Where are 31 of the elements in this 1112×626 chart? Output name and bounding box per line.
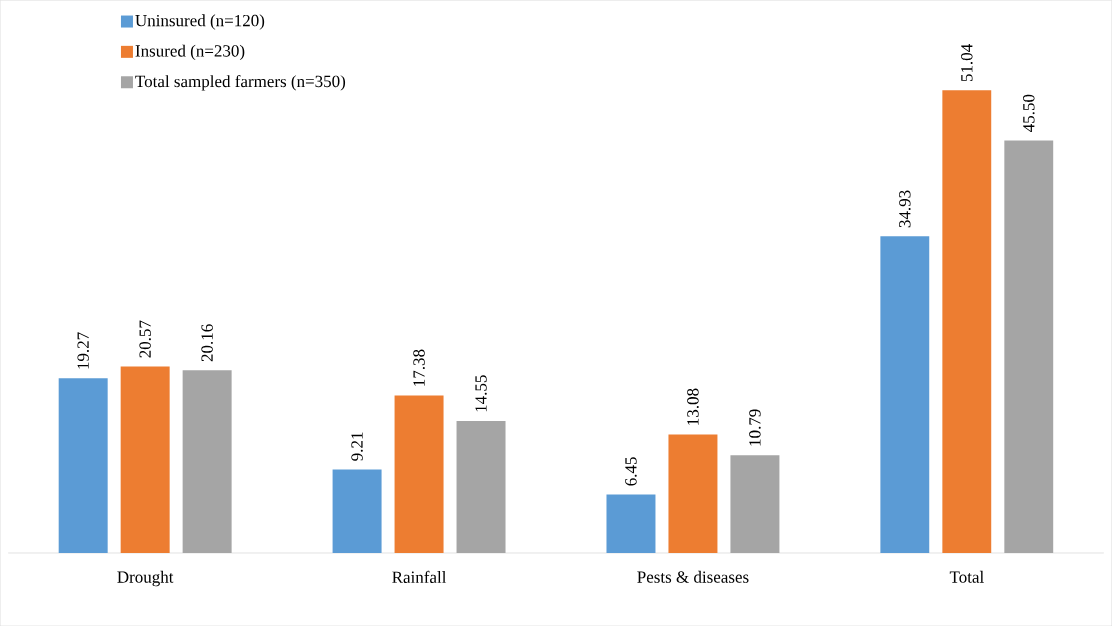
x-tick-label: Drought [117,570,174,587]
data-label: 9.21 [351,432,363,461]
bar [606,494,656,553]
bar [880,236,930,553]
data-label: 17.38 [413,349,425,386]
data-label: 20.16 [201,324,213,362]
bar [120,366,170,553]
legend-label: Insured (n=230) [135,44,245,61]
bar [394,395,444,553]
data-label: 13.08 [687,388,699,425]
data-label: 20.57 [139,320,151,358]
bar [456,420,506,553]
legend-label: Uninsured (n=120) [135,14,265,30]
x-tick-label: Pests & diseases [637,570,749,583]
x-tick-label: Total [949,570,984,583]
bar [942,90,992,553]
data-label: 19.27 [77,332,89,369]
data-label: 10.79 [749,409,761,446]
x-tick-label: Rainfall [392,570,447,583]
legend-label: Total sampled farmers (n=350) [135,74,346,91]
data-label: 45.50 [1023,94,1035,132]
bar [730,455,780,553]
bar [1004,140,1054,553]
bar [58,378,108,553]
bar [332,469,382,553]
bar [182,370,232,553]
data-label: 51.04 [961,43,973,81]
data-label: 6.45 [625,457,637,486]
data-label: 14.55 [475,375,487,412]
data-label: 34.93 [899,190,911,228]
bar [668,434,718,553]
